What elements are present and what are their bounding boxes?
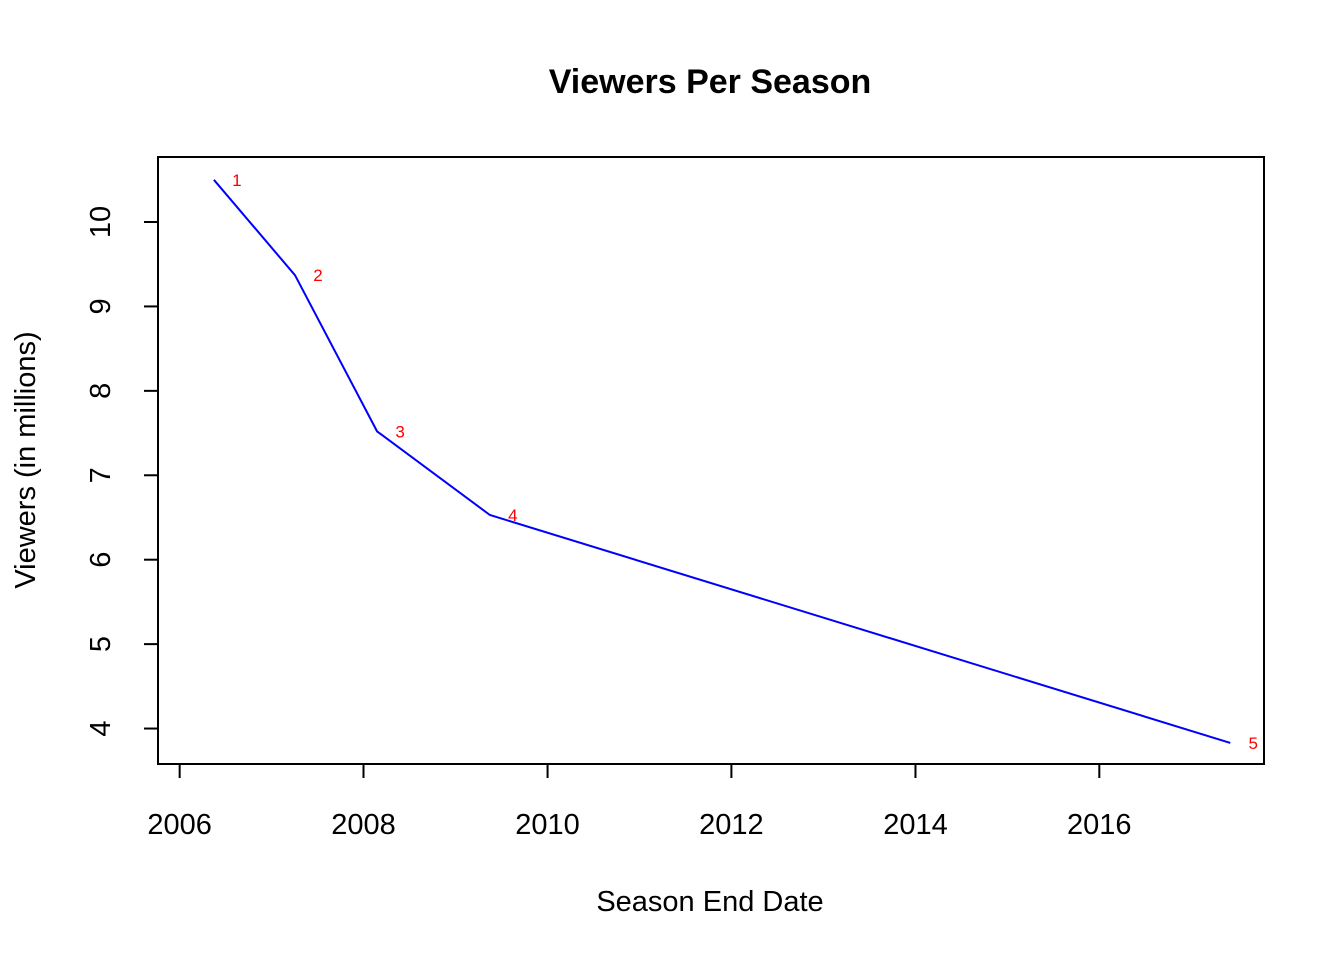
y-tick-label: 10 [85, 206, 117, 238]
y-axis: 4 5 6 7 8 9 10 [85, 206, 159, 737]
x-tick-label: 2016 [1067, 809, 1132, 841]
y-tick-label: 6 [85, 552, 117, 568]
y-axis-title: Viewers (in millions) [10, 331, 42, 588]
x-tick-label: 2014 [883, 809, 948, 841]
y-tick-label: 8 [85, 383, 117, 399]
x-tick-label: 2006 [147, 809, 212, 841]
point-label-4: 4 [508, 506, 517, 525]
series-line [213, 179, 1231, 744]
plot-area-frame [157, 156, 1265, 765]
y-tick-label: 7 [85, 467, 117, 483]
x-tick-label: 2012 [699, 809, 764, 841]
y-tick-label: 9 [85, 298, 117, 314]
point-label-3: 3 [395, 422, 404, 441]
y-tick-label: 5 [85, 636, 117, 652]
chart-title: Viewers Per Season [549, 63, 872, 101]
y-tick-label: 4 [85, 720, 117, 736]
point-label-1: 1 [232, 171, 241, 190]
point-labels: 1 2 3 4 5 [232, 171, 1258, 753]
x-tick-label: 2008 [331, 809, 396, 841]
point-label-2: 2 [313, 266, 322, 285]
series-layer [213, 179, 1231, 744]
x-axis: 2006 2008 2010 2012 2014 2016 [147, 763, 1132, 841]
x-axis-title: Season End Date [596, 886, 823, 918]
x-tick-label: 2010 [515, 809, 580, 841]
point-label-5: 5 [1249, 734, 1258, 753]
